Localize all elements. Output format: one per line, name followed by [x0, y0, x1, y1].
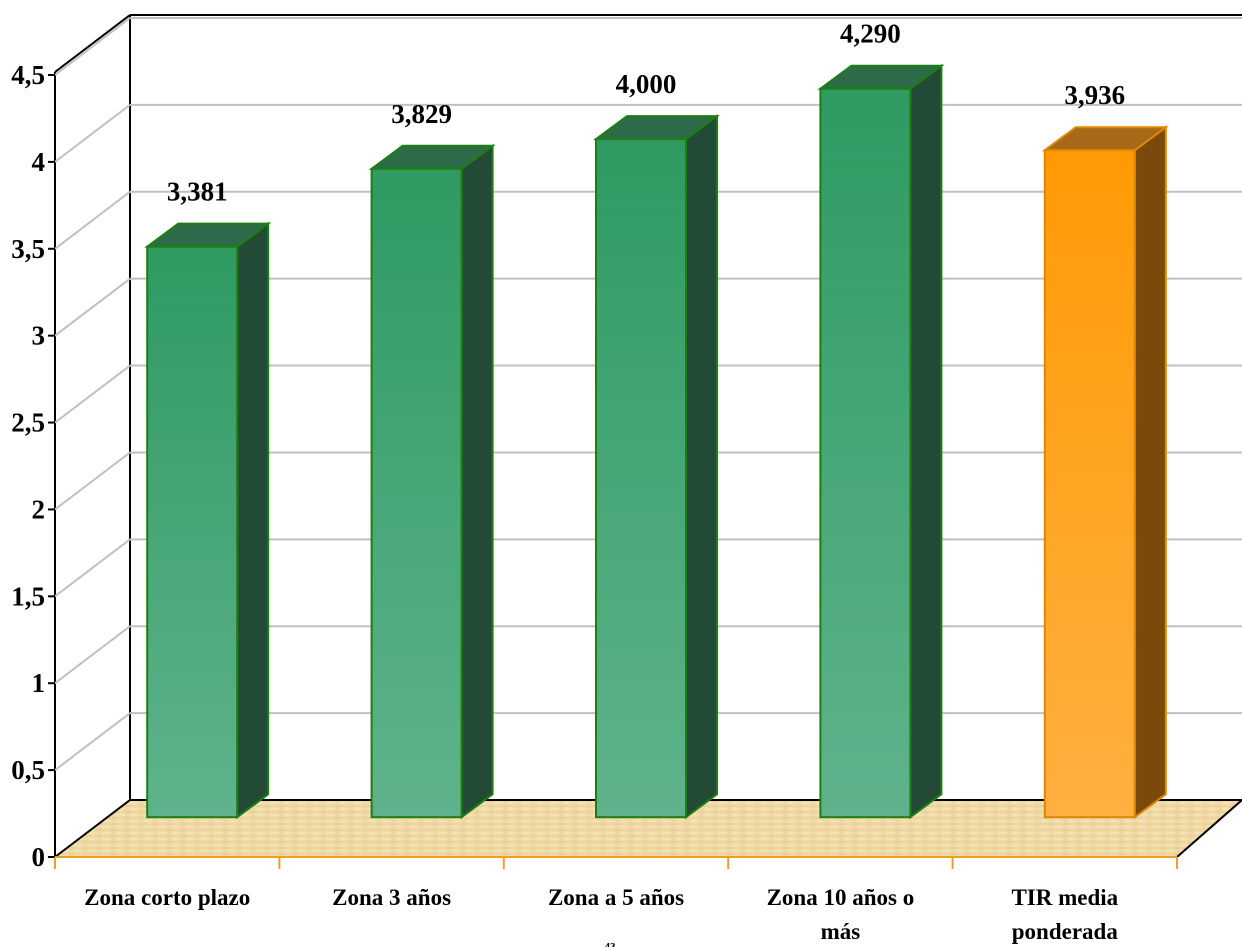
gridline-side	[54, 364, 131, 424]
data-label: 4,000	[616, 69, 677, 99]
bar-front	[595, 138, 687, 819]
data-label: 3,829	[391, 99, 452, 129]
bar-highlight	[1041, 125, 1169, 820]
gridline-side	[54, 451, 131, 511]
y-tick-label: 2,5	[11, 408, 45, 438]
bar-side	[460, 143, 494, 820]
floor-left-edge	[54, 799, 131, 858]
y-tick-label: 0,5	[11, 755, 45, 785]
x-category-label: Zona a 5 años	[548, 885, 684, 910]
bar-side	[909, 63, 943, 820]
bar-side	[1133, 125, 1167, 820]
page-number-text: 43	[605, 941, 617, 947]
data-label: 4,290	[840, 19, 901, 49]
y-tick-label: 1	[32, 668, 46, 698]
y-tick-label: 3,5	[11, 234, 45, 264]
gridline-side	[54, 17, 131, 76]
y-tick-label: 0	[32, 842, 46, 872]
bar	[592, 114, 721, 820]
bar-side	[236, 221, 270, 820]
x-category-label: TIR media	[1011, 885, 1118, 910]
y-tick-label: 4	[32, 147, 46, 177]
floor-right-edge	[1176, 799, 1242, 858]
x-category-label: Zona 10 años o	[767, 885, 915, 910]
y-tick-label: 1,5	[11, 581, 45, 611]
bar-side	[685, 114, 718, 820]
gridline-side	[54, 538, 131, 598]
bar-front	[1043, 149, 1136, 819]
data-label: 3,381	[167, 177, 228, 207]
y-tick-label: 4,5	[11, 60, 45, 90]
x-category-label: Zona corto plazo	[84, 885, 250, 910]
gridline-side	[54, 190, 131, 250]
chart-floor	[55, 800, 1242, 857]
y-tick-label: 2	[32, 494, 46, 524]
bar-front	[370, 167, 463, 819]
bar-front	[146, 245, 239, 819]
data-label: 3,936	[1064, 80, 1125, 110]
x-category-label: ponderada	[1012, 919, 1119, 944]
y-tick-label: 3	[32, 321, 46, 351]
bar	[368, 143, 496, 820]
gridline-side	[54, 277, 131, 337]
bar-front	[819, 87, 912, 819]
bar	[817, 63, 945, 820]
bar	[144, 221, 272, 820]
gridline-side	[54, 712, 131, 771]
gridline-side	[54, 625, 131, 685]
gridline-side	[54, 104, 131, 163]
x-category-label: más	[821, 919, 861, 944]
x-category-label: Zona 3 años	[332, 885, 451, 910]
side-wall-top-edge	[54, 14, 131, 73]
